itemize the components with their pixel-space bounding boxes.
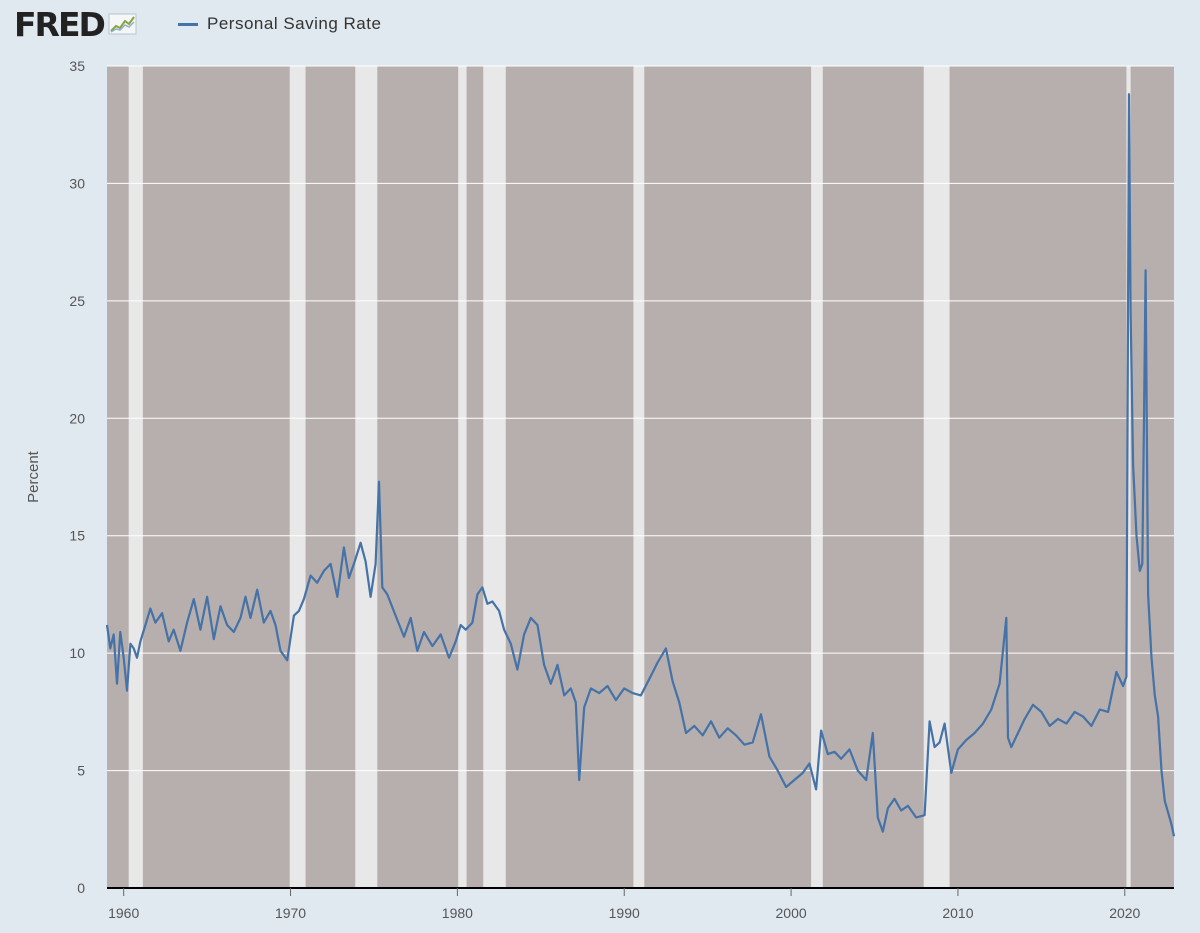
legend[interactable]: Personal Saving Rate (178, 10, 381, 38)
fred-wordmark: FRED (14, 4, 106, 44)
y-tick-label: 25 (69, 293, 85, 309)
fred-logo[interactable]: FRED (14, 4, 138, 44)
x-tick-label: 1990 (609, 905, 640, 921)
legend-swatch (178, 22, 198, 26)
recession-bands (128, 66, 1131, 888)
y-tick-label: 10 (69, 645, 85, 661)
x-tick-label: 1970 (275, 905, 306, 921)
y-tick-label: 20 (69, 410, 85, 426)
x-tick-label: 2020 (1109, 905, 1140, 921)
x-tick-label: 2010 (942, 905, 973, 921)
gridlines (107, 65, 1174, 772)
y-tick-label: 0 (77, 880, 85, 896)
recession-band (355, 66, 378, 888)
x-tick-label: 1960 (108, 905, 139, 921)
x-tick-label: 2000 (776, 905, 807, 921)
recession-band (128, 66, 143, 888)
recession-band (1126, 66, 1131, 888)
x-axis-ticks: 1960 1970 1980 1990 2000 2010 2020 (108, 888, 1141, 921)
recession-band (483, 66, 506, 888)
fred-trend-icon (108, 13, 137, 35)
recession-band (289, 66, 306, 888)
series-layer (105, 93, 1176, 837)
y-tick-label: 15 (69, 528, 85, 544)
y-tick-label: 35 (69, 58, 85, 74)
recession-band (811, 66, 823, 888)
y-axis-label: Percent (25, 450, 42, 503)
legend-series-label: Personal Saving Rate (207, 14, 382, 33)
y-tick-label: 5 (77, 763, 85, 779)
series-line (105, 93, 1176, 837)
recession-band (633, 66, 645, 888)
recession-band (458, 66, 467, 888)
x-tick-label: 1980 (442, 905, 473, 921)
y-tick-label: 30 (69, 175, 85, 191)
y-axis-ticks: 0 5 10 15 20 25 30 35 (69, 58, 85, 896)
